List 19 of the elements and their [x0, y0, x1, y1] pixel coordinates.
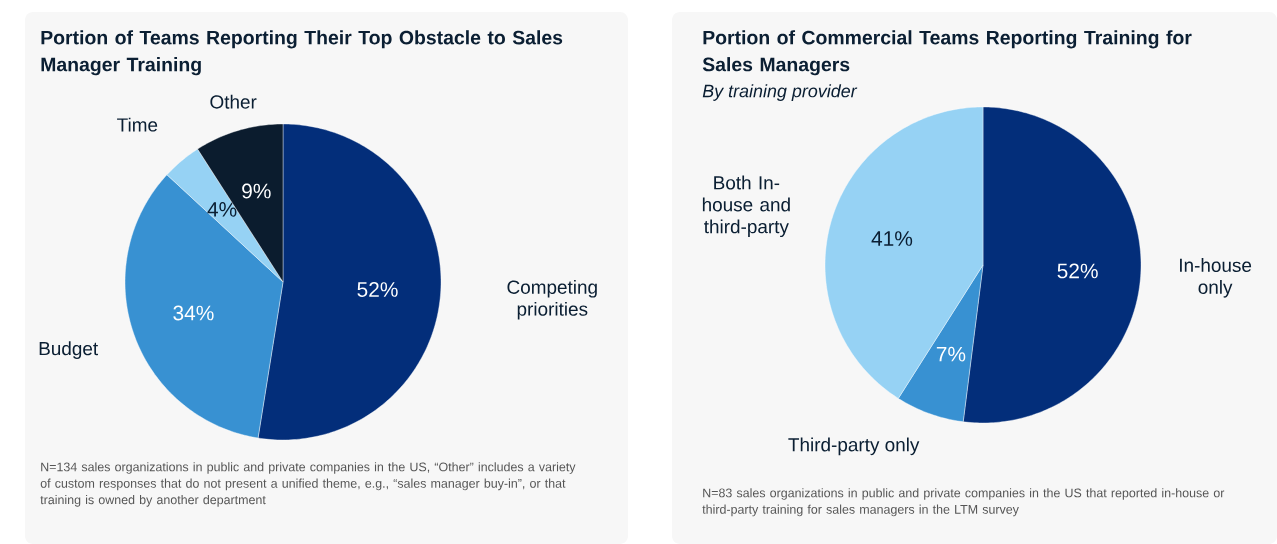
chart-title: Portion of Commercial Teams Reporting Training for Sales Managers: [702, 30, 1192, 76]
slice-label: In-house only: [1180, 258, 1252, 298]
slice-label: Third-party only: [788, 437, 920, 456]
slice-label: Time: [117, 117, 158, 132]
data-label: 34%: [173, 305, 214, 321]
data-label: 52%: [1057, 263, 1098, 279]
data-label: 41%: [871, 231, 913, 246]
data-label: 7%: [936, 346, 966, 362]
slice-label: Other: [210, 94, 257, 109]
text: N=134 sales organizations in public and private companies in the US, “Other” includes a variety of custom responses that do not present a unified theme, e.g., “sales manager buy-in”, or that training is owned by another department: [40, 462, 576, 507]
data-label: 9%: [242, 183, 271, 199]
chart-title: Portion of Teams Reporting Their Top Obstacle to Sales Manager Training: [41, 30, 563, 76]
chart-subtitle: By training provider: [702, 84, 858, 101]
slice-label: Budget: [39, 341, 99, 360]
data-label: 52%: [357, 282, 398, 297]
slice-label: Both In-house and third-party: [702, 175, 790, 238]
text: N=83 sales organizations in public and private companies in the US that reported in-house or third-party training for sales managers in the LTM survey: [702, 488, 1225, 517]
slice-label: Competing priorities: [507, 279, 597, 320]
data-label: 4%: [207, 202, 237, 217]
